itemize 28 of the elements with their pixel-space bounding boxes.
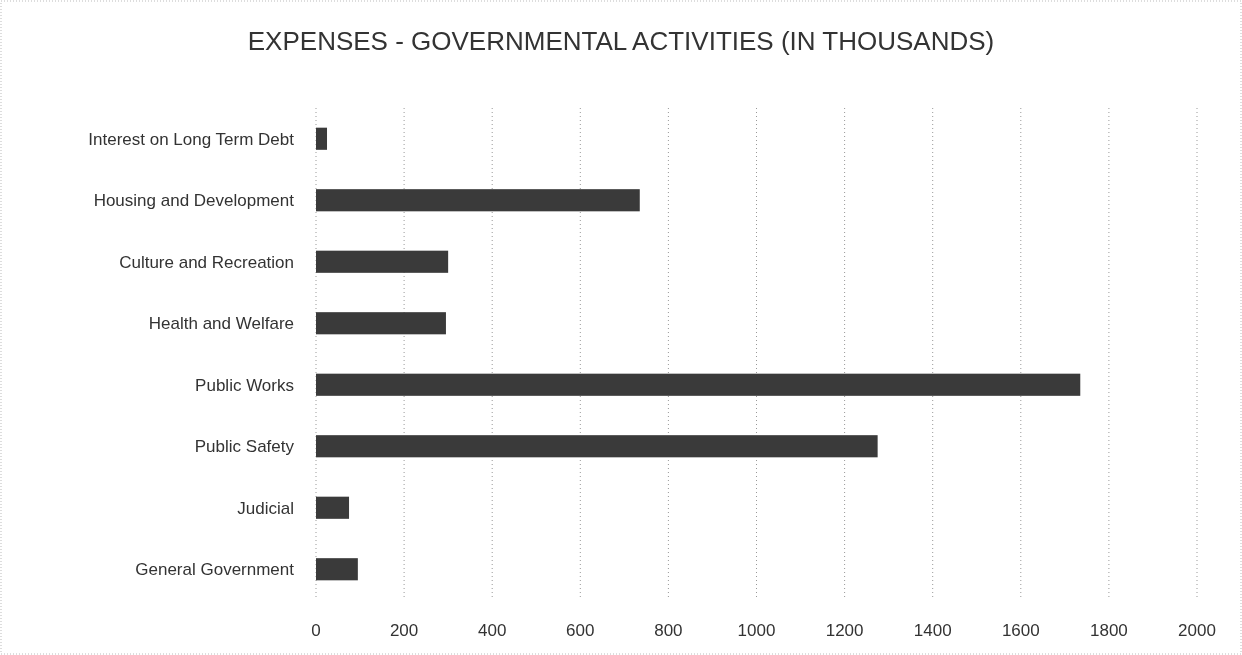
- bar: [316, 373, 1081, 396]
- bar: [316, 127, 328, 150]
- y-tick-label: Interest on Long Term Debt: [88, 129, 295, 149]
- x-tick-label: 1800: [1089, 621, 1128, 640]
- x-tick-label: 200: [389, 621, 419, 640]
- bar: [316, 250, 449, 273]
- y-tick-label: Culture and Recreation: [119, 252, 294, 272]
- x-tick-label: 0: [311, 621, 321, 640]
- bar: [316, 435, 878, 458]
- x-tick-label: 400: [478, 621, 507, 640]
- x-tick-label: 2000: [1178, 621, 1216, 640]
- chart-title: EXPENSES - GOVERNMENTAL ACTIVITIES (IN THOUSANDS): [247, 26, 995, 56]
- x-tick-label: 1200: [825, 621, 864, 640]
- y-tick-label: Health and Welfare: [148, 314, 294, 334]
- y-tick-label: Judicial: [237, 498, 294, 518]
- y-tick-label: General Government: [135, 560, 295, 580]
- bar: [316, 312, 446, 335]
- x-tick-label: 800: [654, 621, 683, 640]
- y-tick-label: Public Safety: [194, 437, 295, 457]
- x-tick-label: 1600: [1001, 621, 1040, 640]
- bar: [316, 189, 640, 212]
- y-tick-label: Housing and Development: [93, 191, 295, 211]
- x-tick-label: 1400: [913, 621, 952, 640]
- bar: [316, 558, 358, 581]
- x-tick-label: 600: [566, 621, 595, 640]
- bar: [316, 496, 350, 519]
- x-tick-label: 1000: [737, 621, 776, 640]
- y-tick-label: Public Works: [195, 375, 294, 395]
